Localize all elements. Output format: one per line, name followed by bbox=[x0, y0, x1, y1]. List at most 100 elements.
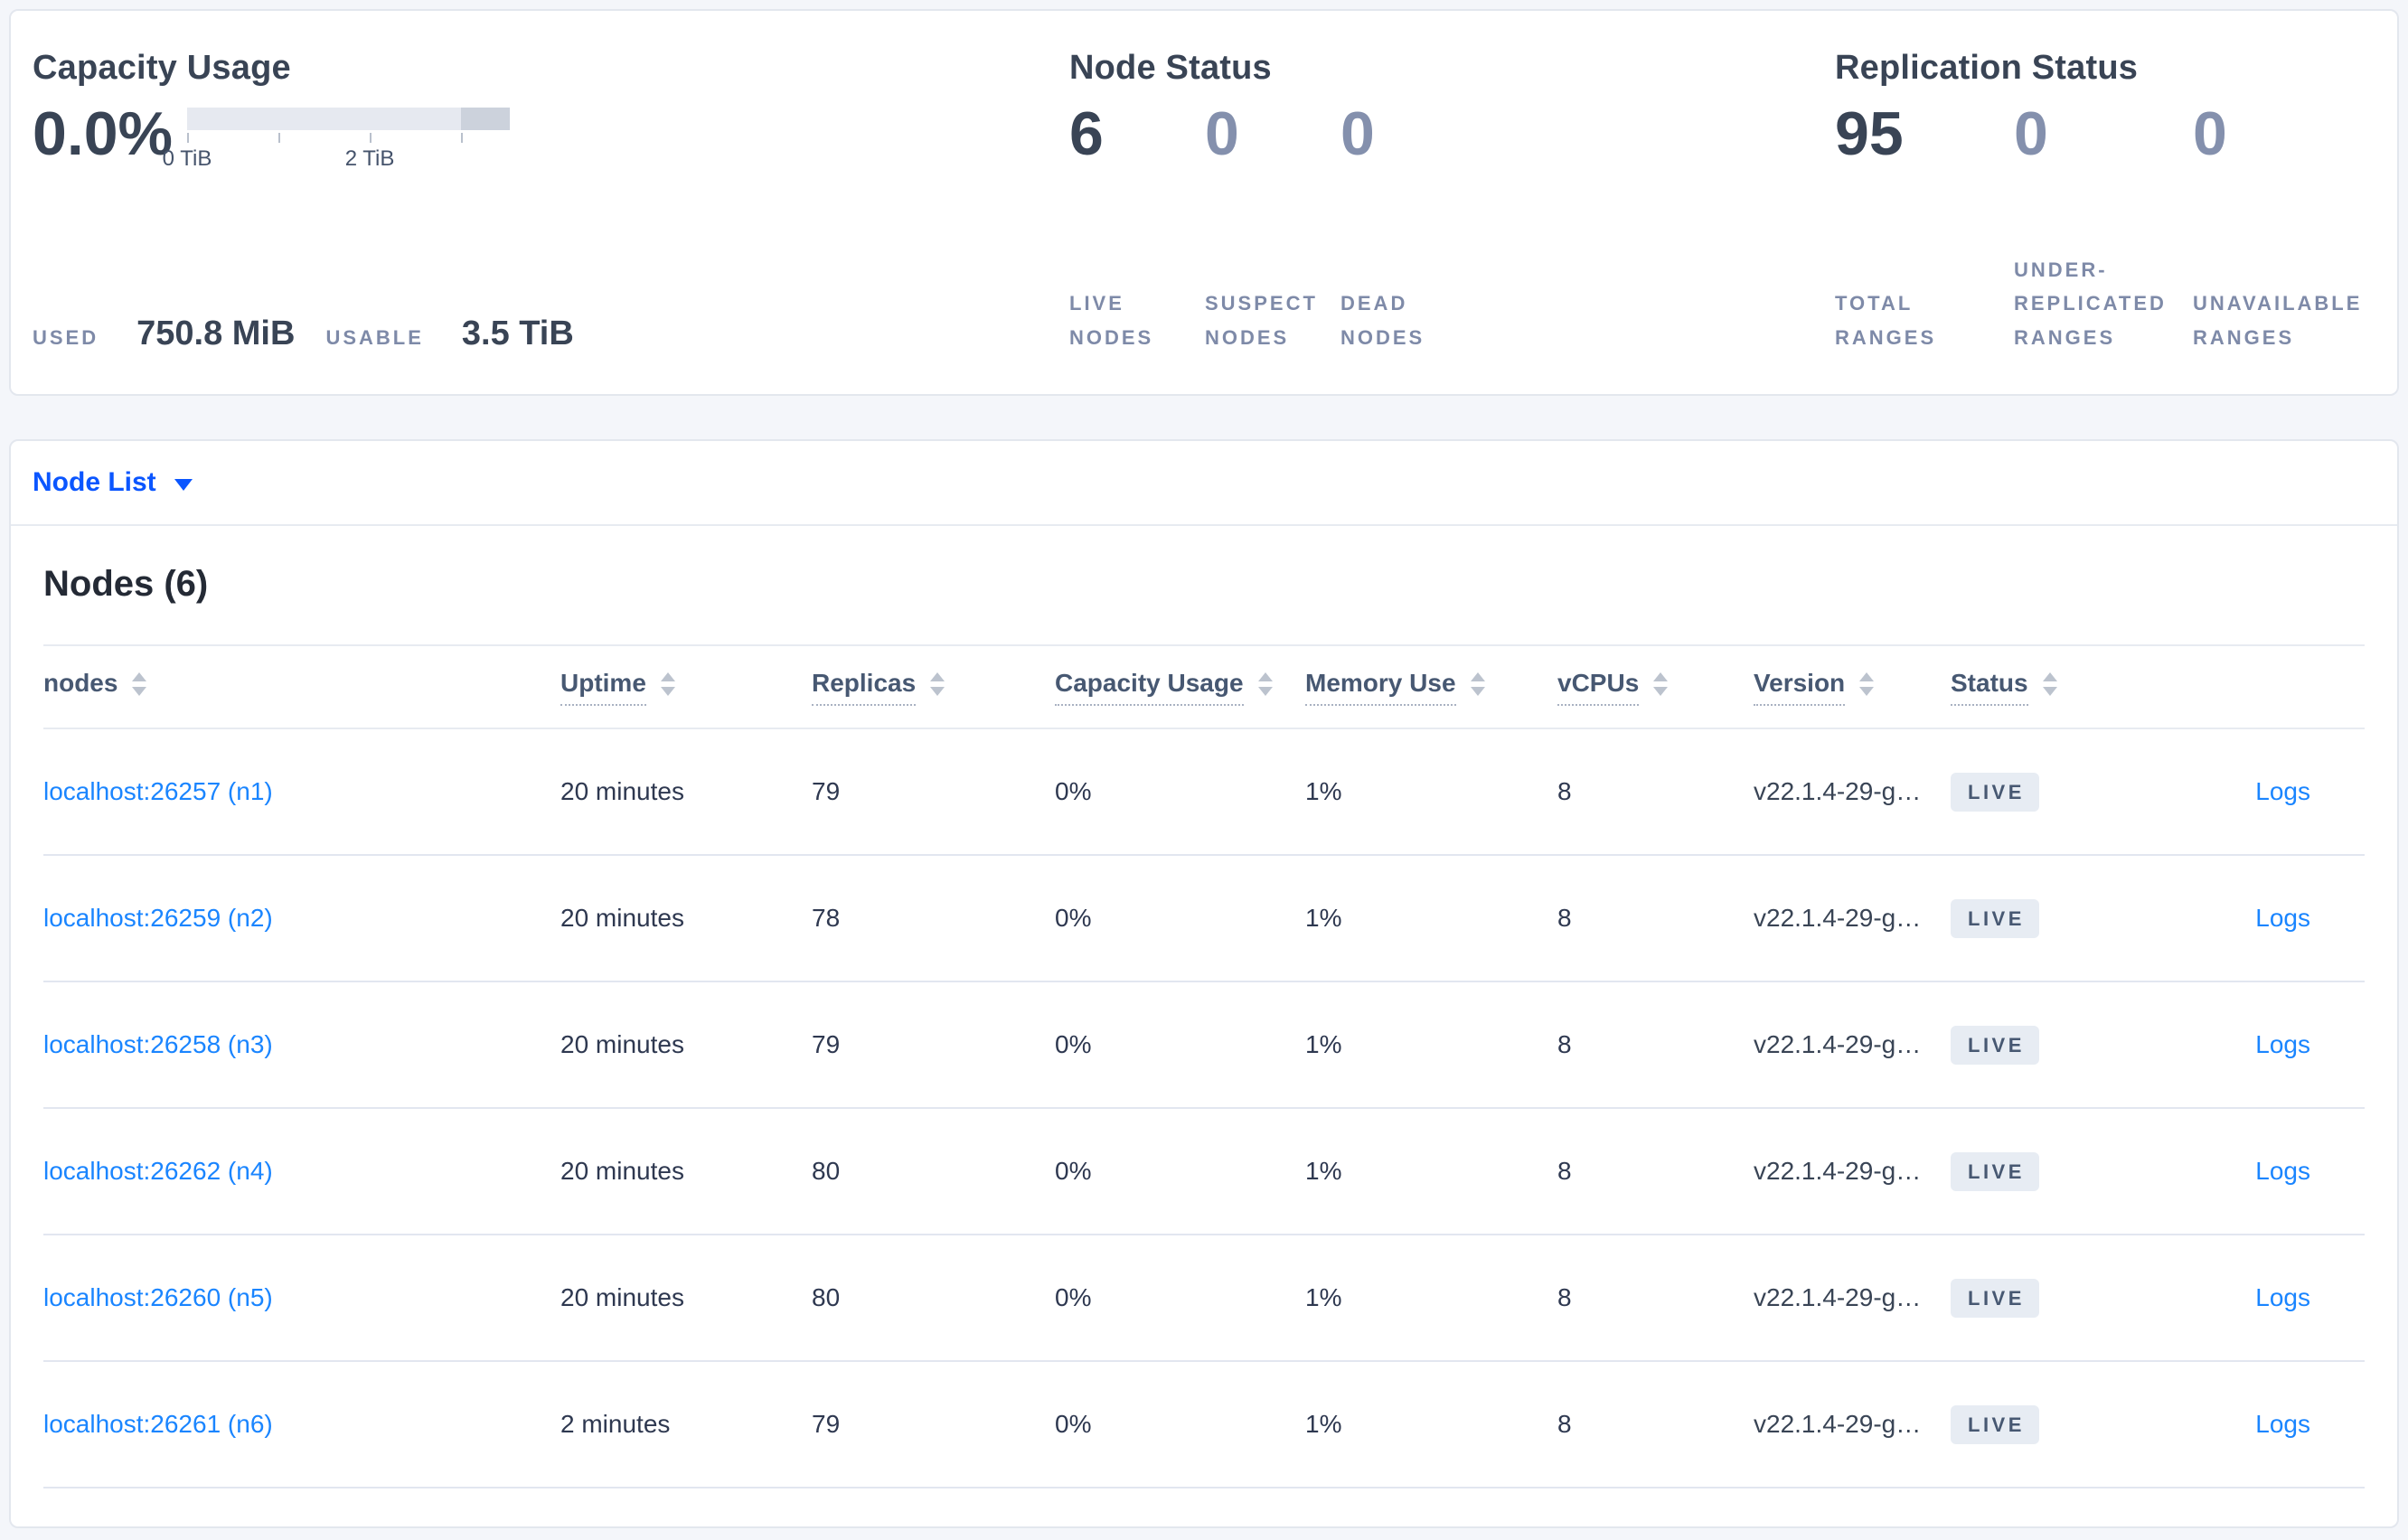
column-label: Memory Use bbox=[1305, 669, 1456, 706]
column-header-uptime[interactable]: Uptime bbox=[560, 644, 812, 729]
cluster-summary-card: Capacity Usage 0.0% 0 TiB 2 bbox=[9, 9, 2399, 396]
uptime-cell: 20 minutes bbox=[560, 1235, 812, 1362]
uptime-cell: 20 minutes bbox=[560, 981, 812, 1109]
sort-icon bbox=[1859, 672, 1875, 696]
nodes-table: nodes Uptime Replicas bbox=[43, 644, 2365, 1488]
axis-label-0tib: 0 TiB bbox=[162, 146, 212, 171]
replicas-cell: 80 bbox=[812, 1108, 1055, 1235]
node-list-dropdown[interactable]: Node List bbox=[33, 467, 193, 498]
sort-icon bbox=[1257, 672, 1273, 696]
logs-link[interactable]: Logs bbox=[2255, 1030, 2310, 1058]
used-value: 750.8 MiB bbox=[136, 314, 296, 352]
capacity-usage-percent: 0.0% bbox=[33, 99, 173, 168]
column-header-version[interactable]: Version bbox=[1754, 644, 1951, 729]
unavailable-ranges-label: UNAVAILABLE RANGES bbox=[2193, 292, 2363, 349]
table-row: localhost:26262 (n4) 20 minutes 80 0% 1%… bbox=[43, 1108, 2365, 1235]
status-badge: LIVE bbox=[1951, 898, 2039, 938]
replication-status-panel: Replication Status 95 TOTAL RANGES 0 UND… bbox=[1835, 49, 2372, 354]
column-label: vCPUs bbox=[1557, 669, 1640, 706]
node-link[interactable]: localhost:26259 (n2) bbox=[43, 904, 273, 932]
total-ranges-label: TOTAL RANGES bbox=[1835, 292, 1937, 349]
status-badge: LIVE bbox=[1951, 772, 2039, 812]
column-label: Version bbox=[1754, 669, 1846, 706]
capacity-usage-cell: 0% bbox=[1055, 855, 1305, 982]
suspect-nodes-stat: 0 SUSPECT NODES bbox=[1205, 100, 1340, 354]
sort-icon bbox=[132, 672, 147, 696]
node-link[interactable]: localhost:26257 (n1) bbox=[43, 777, 273, 805]
unavailable-ranges-stat: 0 UNAVAILABLE RANGES bbox=[2193, 100, 2372, 354]
node-list-card: Node List Nodes (6) nodes bbox=[9, 439, 2399, 1528]
memory-use-cell: 1% bbox=[1305, 728, 1557, 856]
capacity-bar-track bbox=[187, 108, 510, 130]
table-row: localhost:26258 (n3) 20 minutes 79 0% 1%… bbox=[43, 981, 2365, 1109]
uptime-cell: 20 minutes bbox=[560, 855, 812, 982]
column-label: Capacity Usage bbox=[1055, 669, 1244, 706]
status-badge: LIVE bbox=[1951, 1025, 2039, 1065]
under-replicated-ranges-value: 0 bbox=[2014, 99, 2048, 168]
logs-link[interactable]: Logs bbox=[2255, 1410, 2310, 1438]
replicas-cell: 79 bbox=[812, 728, 1055, 856]
tick-mark bbox=[278, 133, 281, 143]
logs-link[interactable]: Logs bbox=[2255, 1157, 2310, 1185]
capacity-usage-panel: Capacity Usage 0.0% 0 TiB 2 bbox=[33, 49, 1069, 354]
under-replicated-ranges-stat: 0 UNDER-REPLICATED RANGES bbox=[2014, 100, 2193, 354]
replicas-cell: 79 bbox=[812, 1361, 1055, 1488]
replicas-cell: 78 bbox=[812, 855, 1055, 982]
sort-icon bbox=[660, 672, 675, 696]
capacity-usage-cell: 0% bbox=[1055, 728, 1305, 856]
dead-nodes-stat: 0 DEAD NODES bbox=[1340, 100, 1476, 354]
column-header-status[interactable]: Status bbox=[1951, 644, 2149, 729]
vcpus-cell: 8 bbox=[1557, 728, 1754, 856]
axis-label-2tib: 2 TiB bbox=[344, 146, 395, 171]
sort-icon bbox=[1470, 672, 1485, 696]
under-replicated-ranges-label: UNDER-REPLICATED RANGES bbox=[2014, 258, 2167, 349]
vcpus-cell: 8 bbox=[1557, 1361, 1754, 1488]
column-header-vcpus[interactable]: vCPUs bbox=[1557, 644, 1754, 729]
capacity-usage-cell: 0% bbox=[1055, 981, 1305, 1109]
uptime-cell: 2 minutes bbox=[560, 1361, 812, 1488]
total-ranges-value: 95 bbox=[1835, 99, 1904, 168]
memory-use-cell: 1% bbox=[1305, 1235, 1557, 1362]
version-cell: v22.1.4-29-g… bbox=[1754, 1361, 1951, 1488]
logs-link[interactable]: Logs bbox=[2255, 904, 2310, 932]
logs-link[interactable]: Logs bbox=[2255, 1283, 2310, 1311]
version-cell: v22.1.4-29-g… bbox=[1754, 855, 1951, 982]
tick-mark bbox=[370, 133, 372, 143]
version-cell: v22.1.4-29-g… bbox=[1754, 981, 1951, 1109]
replication-status-title: Replication Status bbox=[1835, 49, 2139, 87]
column-header-nodes[interactable]: nodes bbox=[43, 644, 560, 729]
memory-use-cell: 1% bbox=[1305, 855, 1557, 982]
capacity-usage-bar: 0 TiB 2 TiB bbox=[163, 100, 510, 171]
version-cell: v22.1.4-29-g… bbox=[1754, 1235, 1951, 1362]
capacity-usage-title: Capacity Usage bbox=[33, 49, 291, 87]
tick-mark bbox=[187, 133, 189, 143]
status-badge: LIVE bbox=[1951, 1278, 2039, 1318]
table-row: localhost:26259 (n2) 20 minutes 78 0% 1%… bbox=[43, 855, 2365, 982]
memory-use-cell: 1% bbox=[1305, 981, 1557, 1109]
uptime-cell: 20 minutes bbox=[560, 1108, 812, 1235]
sort-icon bbox=[930, 672, 945, 696]
memory-use-cell: 1% bbox=[1305, 1361, 1557, 1488]
capacity-bar-reserved-segment bbox=[461, 108, 510, 130]
column-header-replicas[interactable]: Replicas bbox=[812, 644, 1055, 729]
node-status-title: Node Status bbox=[1069, 49, 1272, 87]
sort-icon bbox=[1653, 672, 1669, 696]
status-badge: LIVE bbox=[1951, 1151, 2039, 1191]
table-row: localhost:26261 (n6) 2 minutes 79 0% 1% … bbox=[43, 1361, 2365, 1488]
table-header-row: nodes Uptime Replicas bbox=[43, 644, 2365, 729]
table-row: localhost:26260 (n5) 20 minutes 80 0% 1%… bbox=[43, 1235, 2365, 1362]
column-header-logs bbox=[2149, 644, 2365, 729]
vcpus-cell: 8 bbox=[1557, 855, 1754, 982]
node-list-dropdown-label: Node List bbox=[33, 467, 156, 497]
chevron-down-icon bbox=[174, 478, 193, 491]
version-cell: v22.1.4-29-g… bbox=[1754, 728, 1951, 856]
nodes-table-title: Nodes (6) bbox=[43, 564, 209, 604]
node-status-panel: Node Status 6 LIVE NODES 0 SUSPECT NODES… bbox=[1069, 49, 1835, 354]
column-header-memory-use[interactable]: Memory Use bbox=[1305, 644, 1557, 729]
node-link[interactable]: localhost:26261 (n6) bbox=[43, 1410, 273, 1438]
node-link[interactable]: localhost:26262 (n4) bbox=[43, 1157, 273, 1185]
logs-link[interactable]: Logs bbox=[2255, 777, 2310, 805]
node-link[interactable]: localhost:26260 (n5) bbox=[43, 1283, 273, 1311]
column-header-capacity-usage[interactable]: Capacity Usage bbox=[1055, 644, 1305, 729]
node-link[interactable]: localhost:26258 (n3) bbox=[43, 1030, 273, 1058]
